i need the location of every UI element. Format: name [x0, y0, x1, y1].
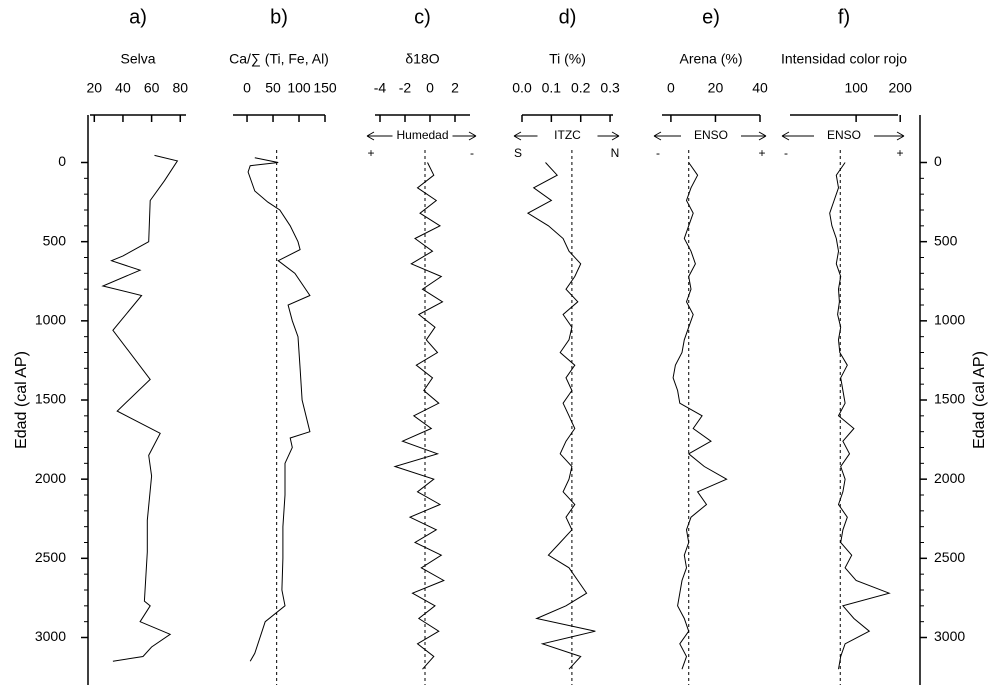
annotation-label: ITZC: [554, 128, 581, 142]
x-tick-label: 0: [426, 80, 434, 96]
y-tick-label-right: 0: [934, 153, 942, 169]
y-tick-label-right: 500: [934, 232, 958, 248]
annotation-left: -: [784, 146, 788, 160]
annotation-bg: [814, 128, 874, 144]
y-tick-label: 2000: [35, 470, 66, 486]
panel-label: d): [559, 6, 577, 28]
arrow-head: [653, 131, 767, 141]
x-tick-label: 200: [889, 80, 913, 96]
data-line: [247, 157, 311, 662]
x-tick-label: 50: [265, 80, 281, 96]
annotation-left: +: [367, 146, 374, 160]
x-axis-label: Ti (%): [549, 51, 586, 67]
annotation-bg: [537, 128, 598, 144]
x-tick-label: 100: [844, 80, 868, 96]
panel-label: a): [129, 6, 147, 28]
arrow-head: [781, 131, 905, 141]
annotation-right: N: [611, 146, 620, 160]
x-tick-label: -4: [374, 80, 387, 96]
x-axis-label: Intensidad color rojo: [781, 51, 907, 67]
x-tick-label: 20: [708, 80, 724, 96]
y-axis-label: Edad (cal AP): [13, 351, 30, 449]
panel-label: b): [270, 6, 288, 28]
x-tick-label: 0.2: [571, 80, 591, 96]
annotation-right: +: [896, 146, 903, 160]
arrow-head: [366, 131, 477, 141]
y-tick-label: 1500: [35, 391, 66, 407]
x-tick-label: 0.3: [600, 80, 620, 96]
annotation-left: -: [656, 146, 660, 160]
y-tick-label-right: 2500: [934, 549, 965, 565]
annotation-label: Humedad: [396, 128, 448, 142]
y-tick-label: 1000: [35, 312, 66, 328]
y-tick-label: 500: [43, 232, 67, 248]
x-axis-label: Selva: [120, 51, 155, 67]
y-tick-label-right: 1500: [934, 391, 965, 407]
y-tick-label: 0: [58, 153, 66, 169]
x-axis-label: δ18O: [405, 51, 439, 67]
x-tick-label: 0.0: [512, 80, 532, 96]
panel-label: e): [702, 6, 720, 28]
x-tick-label: 80: [172, 80, 188, 96]
annotation-right: +: [758, 146, 765, 160]
y-tick-label-right: 2000: [934, 470, 965, 486]
y-tick-label: 3000: [35, 628, 66, 644]
data-line: [526, 162, 596, 670]
annotation-left: S: [514, 146, 522, 160]
data-line: [672, 162, 728, 670]
annotation-label: ENSO: [827, 128, 861, 142]
y-tick-label: 2500: [35, 549, 66, 565]
data-line: [829, 162, 891, 670]
panel-label: f): [838, 6, 850, 28]
x-tick-label: 40: [115, 80, 131, 96]
y-tick-label-right: 3000: [934, 628, 965, 644]
x-tick-label: 0: [243, 80, 251, 96]
x-tick-label: 60: [144, 80, 160, 96]
annotation-bg: [681, 128, 741, 144]
x-tick-label: -2: [399, 80, 412, 96]
x-tick-label: 40: [752, 80, 768, 96]
x-tick-label: 0: [667, 80, 675, 96]
x-tick-label: 100: [287, 80, 311, 96]
x-axis-label: Arena (%): [679, 51, 742, 67]
data-line: [101, 154, 179, 662]
y-axis-label-right: Edad (cal AP): [971, 351, 988, 449]
arrow-head: [513, 131, 620, 141]
y-tick-label-right: 1000: [934, 312, 965, 328]
panel-label: c): [414, 6, 431, 28]
annotation-label: ENSO: [694, 128, 728, 142]
annotation-right: -: [470, 146, 474, 160]
x-axis-label: Ca/∑ (Ti, Fe, Al): [229, 51, 329, 67]
x-tick-label: 0.1: [542, 80, 562, 96]
annotation-bg: [392, 128, 453, 144]
x-tick-label: 2: [451, 80, 459, 96]
x-tick-label: 20: [87, 80, 103, 96]
data-line: [393, 162, 445, 670]
x-tick-label: 150: [313, 80, 337, 96]
